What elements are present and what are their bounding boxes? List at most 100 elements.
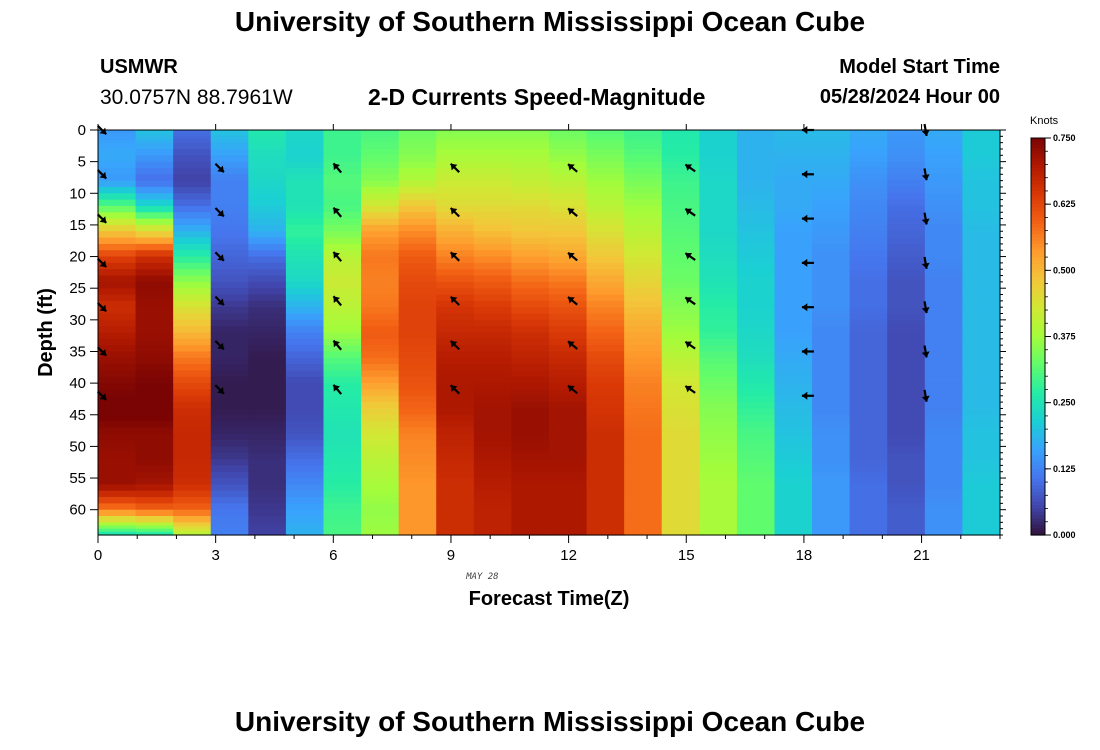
heatmap-cell	[962, 313, 1001, 321]
current-vector-arrow	[449, 251, 460, 262]
heatmap-cell	[323, 250, 362, 258]
heatmap-cell	[661, 408, 700, 416]
heatmap-cell	[661, 155, 700, 163]
heatmap-cell	[962, 440, 1001, 448]
heatmap-cell	[549, 516, 588, 523]
heatmap-cell	[661, 231, 700, 239]
heatmap-cell	[812, 256, 851, 264]
arrow-head	[685, 252, 693, 260]
heatmap-cell	[323, 199, 362, 207]
current-vector-arrow	[921, 301, 930, 314]
heatmap-cell	[173, 288, 212, 296]
colorbar-segment	[1031, 359, 1045, 364]
heatmap-cell	[736, 133, 776, 137]
current-vector-arrow	[96, 302, 108, 313]
heatmap-cell	[849, 205, 888, 213]
heatmap-cell	[436, 484, 475, 492]
heatmap-cell	[436, 402, 475, 410]
heatmap-cell	[436, 155, 475, 163]
heatmap-cell	[436, 174, 475, 182]
heatmap-cell	[173, 281, 212, 289]
heatmap-cell	[135, 471, 174, 479]
heatmap-cell	[924, 313, 964, 321]
heatmap-cell	[248, 142, 287, 150]
colorbar-segment	[1031, 465, 1045, 470]
heatmap-cell	[849, 307, 888, 315]
heatmap-cell	[285, 180, 325, 188]
heatmap-cell	[135, 446, 174, 454]
heatmap-cell	[361, 148, 400, 156]
colorbar-segment	[1031, 181, 1045, 185]
heatmap-cell	[661, 484, 700, 492]
heatmap-cell	[736, 250, 776, 258]
heatmap-cell	[210, 294, 249, 302]
heatmap-cell	[98, 142, 137, 150]
heatmap-cell	[173, 484, 212, 492]
heatmap-cell	[887, 414, 926, 422]
heatmap-cell	[323, 174, 362, 182]
heatmap-cell	[361, 440, 400, 448]
y-tick-label: 25	[69, 280, 86, 297]
heatmap-cell	[774, 237, 813, 245]
heatmap-cell	[361, 130, 400, 134]
heatmap-cell	[248, 326, 287, 334]
heatmap-cell	[511, 395, 550, 403]
heatmap-cell	[248, 313, 287, 321]
heatmap-cell	[361, 414, 400, 422]
heatmap-cell	[323, 357, 362, 365]
current-vector-arrow	[332, 206, 343, 218]
heatmap-cell	[962, 326, 1001, 334]
colorbar-segment	[1031, 296, 1045, 301]
heatmap-cells	[98, 130, 1001, 536]
heatmap-cell	[436, 478, 475, 485]
heatmap-cell	[736, 288, 776, 296]
heatmap-cell	[135, 199, 174, 207]
heatmap-cell	[436, 139, 475, 144]
heatmap-cell	[361, 478, 400, 485]
heatmap-cell	[173, 357, 212, 365]
heatmap-cell	[812, 174, 851, 182]
heatmap-cell	[887, 307, 926, 315]
heatmap-cell	[887, 389, 926, 397]
heatmap-cell	[624, 155, 663, 163]
heatmap-cell	[210, 478, 249, 485]
heatmap-cell	[511, 531, 550, 536]
arrow-head	[217, 298, 224, 306]
heatmap-cell	[661, 262, 700, 270]
heatmap-cell	[398, 503, 437, 511]
heatmap-cell	[436, 452, 475, 460]
arrow-head	[568, 164, 575, 171]
heatmap-cell	[586, 193, 625, 201]
heatmap-cell	[774, 402, 813, 410]
colorbar-segment	[1031, 280, 1045, 285]
heatmap-cell	[511, 440, 550, 448]
heatmap-cell	[173, 130, 212, 134]
heatmap-cell	[98, 421, 137, 429]
heatmap-cell	[699, 364, 738, 372]
heatmap-cell	[323, 338, 362, 346]
colorbar-segment	[1031, 257, 1045, 262]
heatmap-cell	[549, 471, 588, 479]
heatmap-cell	[98, 395, 137, 403]
heatmap-cell	[398, 471, 437, 479]
heatmap-cell	[849, 288, 888, 296]
heatmap-cell	[962, 433, 1001, 441]
heatmap-cell	[436, 408, 475, 416]
heatmap-cell	[511, 509, 550, 517]
heatmap-cell	[887, 205, 926, 213]
colorbar-segment	[1031, 138, 1045, 142]
heatmap-cell	[210, 389, 249, 397]
heatmap-cell	[849, 471, 888, 479]
heatmap-cell	[736, 452, 776, 460]
heatmap-cell	[849, 402, 888, 410]
heatmap-cell	[774, 471, 813, 479]
heatmap-cell	[398, 427, 437, 435]
heatmap-cell	[210, 402, 249, 410]
heatmap-cell	[736, 281, 776, 289]
heatmap-cell	[924, 370, 964, 378]
heatmap-cell	[736, 193, 776, 201]
heatmap-cell	[248, 503, 287, 511]
heatmap-cell	[774, 326, 813, 334]
heatmap-cell	[624, 300, 663, 308]
heatmap-cell	[887, 262, 926, 270]
